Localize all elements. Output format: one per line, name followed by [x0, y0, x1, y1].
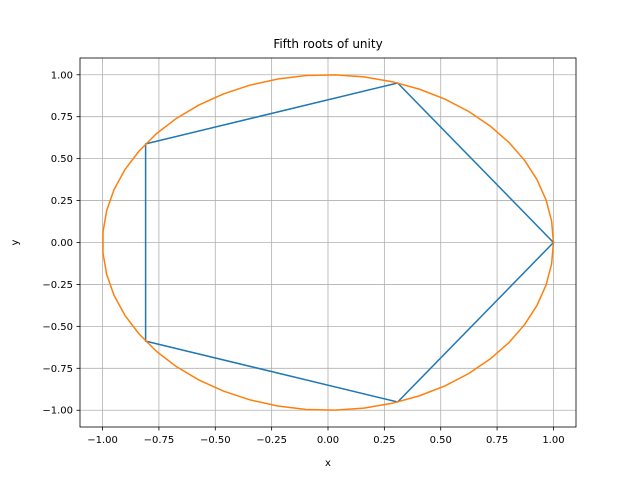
y-axis-label: y [10, 239, 21, 245]
x-tick-label: −0.25 [256, 435, 287, 446]
roots-polygon-line [144, 82, 555, 403]
unit-circle-line [102, 74, 555, 411]
x-tick-label: 0.00 [317, 435, 339, 446]
y-tick-label: −0.25 [42, 280, 73, 291]
x-tick-label: 0.25 [373, 435, 395, 446]
x-tick-label: −0.75 [144, 435, 175, 446]
x-tick-label: −0.50 [200, 435, 231, 446]
tick-marks [76, 74, 554, 431]
x-tick-label: 0.75 [486, 435, 508, 446]
y-tick-label: −0.50 [42, 322, 73, 333]
y-tick-label: −0.75 [42, 364, 73, 375]
x-tick-label: 0.50 [430, 435, 452, 446]
x-tick-label: −1.00 [87, 435, 118, 446]
y-tick-label: 0.00 [51, 238, 73, 249]
y-tick-label: 0.25 [51, 196, 73, 207]
y-tick-label: −1.00 [42, 406, 73, 417]
y-tick-label: 0.50 [51, 154, 73, 165]
tick-labels: −1.00 −0.75 −0.50 −0.25 0.00 0.25 0.50 0.75 1.00… [42, 70, 564, 446]
x-axis-label: x [325, 458, 331, 469]
x-tick-label: 1.00 [542, 435, 564, 446]
series-layer [102, 74, 555, 411]
chart-title: Fifth roots of unity [273, 37, 382, 51]
y-tick-label: 0.75 [51, 112, 73, 123]
y-tick-label: 1.00 [51, 70, 73, 81]
